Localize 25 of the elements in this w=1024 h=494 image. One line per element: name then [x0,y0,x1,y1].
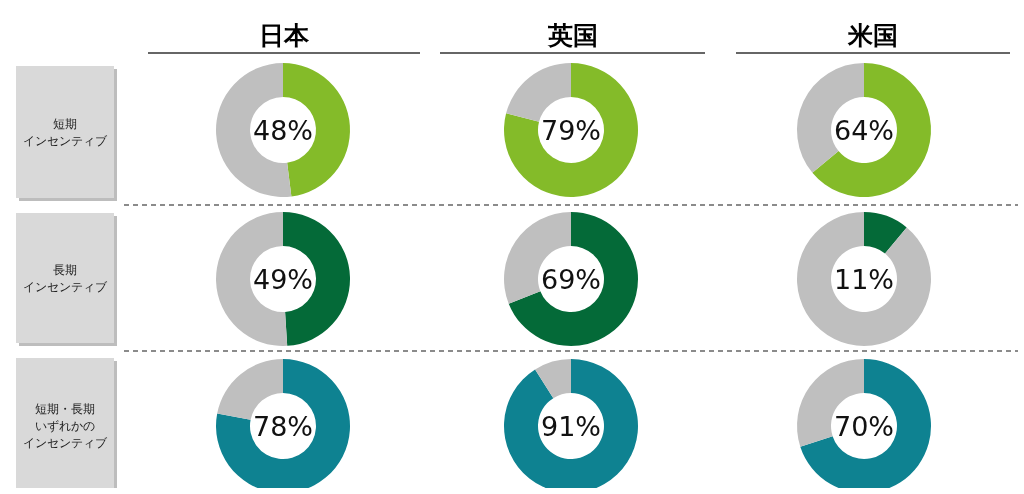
text: 短期・長期 [35,401,95,416]
text: 短期 [53,116,77,131]
text: 長期 [53,262,77,277]
chart-title: 日本 [259,21,310,50]
chart-title: 英国 [546,21,598,50]
text: 79% [540,115,602,146]
donut-slice [506,63,571,122]
text: 70% [833,411,895,442]
donut-slice [797,212,931,346]
text: 78% [252,411,314,442]
text: 11% [833,264,895,295]
text: 69% [540,264,602,295]
text: インセンティブ [23,279,108,294]
donut-slice [864,212,907,254]
text: いずれかの [35,418,95,433]
donut-slice [504,63,638,197]
text: インセンティブ [23,133,108,148]
donut-slice [812,63,931,197]
text: インセンティブ [23,435,108,450]
text: 91% [540,411,602,442]
text: 49% [252,264,314,295]
text: 48% [252,115,314,146]
donut-slice [508,212,638,346]
text: 64% [833,115,895,146]
chart-title: 米国 [847,21,898,50]
